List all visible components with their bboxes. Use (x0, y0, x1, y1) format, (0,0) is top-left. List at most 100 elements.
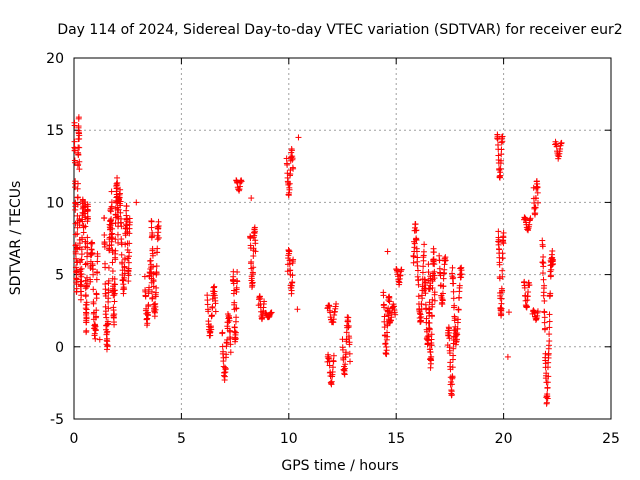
data-point (78, 251, 85, 258)
data-point (295, 134, 302, 141)
data-point (431, 297, 438, 304)
data-point (153, 263, 160, 270)
data-point (290, 165, 297, 172)
data-point (108, 231, 115, 238)
data-point (247, 235, 254, 242)
data-point (83, 299, 90, 306)
data-point (534, 189, 541, 196)
data-point (74, 180, 81, 187)
data-point (111, 311, 118, 318)
data-point (76, 240, 83, 247)
data-point (428, 331, 435, 338)
data-point (71, 159, 78, 166)
data-point (450, 280, 457, 287)
data-point (543, 399, 550, 406)
data-point (425, 277, 432, 284)
data-point (93, 307, 100, 314)
data-point (346, 350, 353, 357)
data-point (418, 301, 425, 308)
data-point (450, 295, 457, 302)
data-point (384, 248, 391, 255)
data-point (148, 218, 155, 225)
data-point (118, 223, 125, 230)
data-point (412, 221, 419, 228)
data-point (74, 194, 81, 201)
data-point (108, 216, 115, 223)
data-point (540, 253, 547, 260)
data-point (84, 234, 91, 241)
y-tick-label: 0 (55, 340, 64, 356)
data-point (346, 339, 353, 346)
data-point (249, 271, 256, 278)
data-point (257, 295, 264, 302)
data-point (392, 311, 399, 318)
data-point (289, 155, 296, 162)
data-point (426, 306, 433, 313)
data-point (230, 280, 237, 287)
data-point (381, 318, 388, 325)
data-point (382, 340, 389, 347)
data-point (113, 199, 120, 206)
data-point (107, 208, 114, 215)
data-point (122, 232, 129, 239)
data-point (209, 303, 216, 310)
data-point (144, 320, 151, 327)
data-point (150, 270, 157, 277)
data-point (78, 256, 85, 263)
data-point (126, 240, 133, 247)
data-point (125, 278, 132, 285)
data-point (252, 248, 259, 255)
data-point (546, 311, 553, 318)
data-point (417, 311, 424, 318)
data-point (232, 335, 239, 342)
x-axis-label: GPS time / hours (281, 458, 398, 474)
data-point (330, 358, 337, 365)
data-point (398, 266, 405, 273)
data-point (153, 284, 160, 291)
data-point (154, 236, 161, 243)
data-point (547, 290, 554, 297)
data-point (426, 326, 433, 333)
data-point (455, 316, 462, 323)
data-point (439, 297, 446, 304)
plot-frame (73, 57, 612, 420)
data-point (71, 145, 78, 152)
data-point (248, 258, 255, 265)
data-point (90, 286, 97, 293)
axis-ticks: 0 5 10 15 20 25 -5 0 5 10 15 20 (46, 51, 620, 447)
data-point (142, 293, 149, 300)
y-tick-label: 5 (55, 268, 64, 284)
data-point (326, 362, 333, 369)
data-point (105, 295, 112, 302)
data-point (114, 231, 121, 238)
data-point (150, 263, 157, 270)
data-point (233, 314, 240, 321)
data-point (232, 329, 239, 336)
data-point (77, 259, 84, 266)
data-point (430, 249, 437, 256)
data-point (126, 249, 133, 256)
data-point (75, 114, 82, 121)
data-point (227, 341, 234, 348)
data-point (155, 222, 162, 229)
data-point (286, 186, 293, 193)
data-point (112, 236, 119, 243)
data-point (446, 335, 453, 342)
data-point (419, 269, 426, 276)
data-point (109, 235, 116, 242)
data-point (451, 302, 458, 309)
data-point (109, 268, 116, 275)
data-point (108, 238, 115, 245)
x-tick-label: 0 (70, 431, 79, 447)
data-point (84, 274, 91, 281)
data-point (115, 206, 122, 213)
data-point (449, 374, 456, 381)
data-point (94, 269, 101, 276)
data-point (249, 279, 256, 286)
data-point (540, 260, 547, 267)
data-point (439, 290, 446, 297)
data-point (92, 327, 99, 334)
data-point (534, 308, 541, 315)
data-point (208, 312, 215, 319)
data-point (421, 241, 428, 248)
